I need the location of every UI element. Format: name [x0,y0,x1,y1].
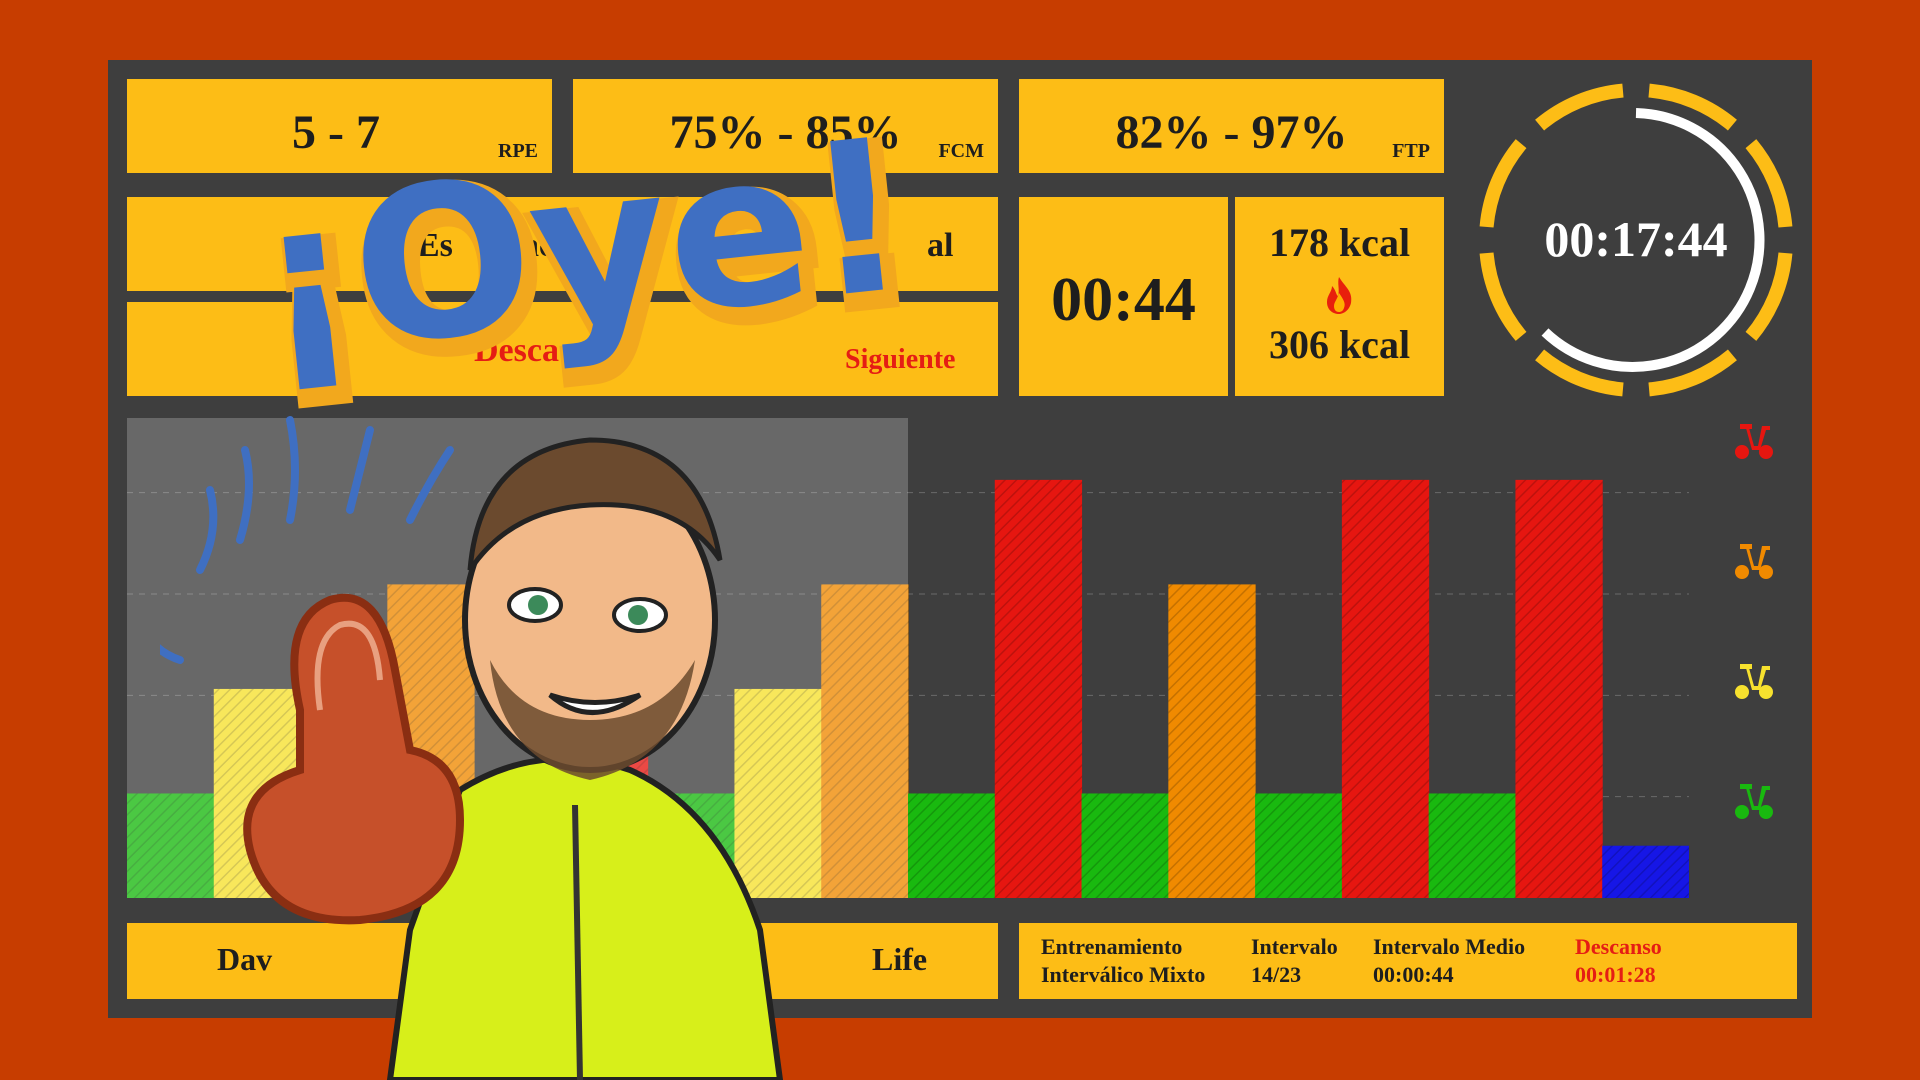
ring-segment [1648,83,1737,131]
interval-timer: 00:44 [1051,266,1196,334]
oye-sticker: ¡Oye! ¡Oye! [244,110,933,420]
next-caption: Siguiente [845,344,956,375]
rpe-panel: 5 - 7 RPE [127,79,552,173]
state-fragment-2: ac [522,227,555,264]
ring-segment [1479,139,1527,228]
avatar-illustration [160,416,784,1080]
workout-type: Entrenamiento Interválico Mixto [1041,933,1205,989]
burst-lines [160,416,454,664]
interval-avg-label: Intervalo Medio [1373,934,1526,959]
chart-bar-hatch [1341,479,1430,898]
chart-bar-hatch [127,793,215,898]
rest-info: Descanso 00:01:28 [1575,933,1662,989]
total-timer: 00:17:44 [1544,211,1727,267]
ring-segment [1745,252,1793,341]
progress-arc [1541,108,1765,372]
zone-legend [1708,418,1798,898]
fcm-value: 75% - 85% [669,106,902,159]
chart-bar-hatch [1081,793,1169,898]
chart-bar-hatch [1515,479,1603,898]
chart-bar-hatch [908,793,996,898]
bike-icon-orange [1735,544,1773,579]
chart-bar-hatch [821,584,909,898]
ftp-value: 82% - 97% [1115,106,1348,159]
chart-bar-hatch [734,688,822,898]
interval-value: 14/23 [1251,962,1302,987]
state-fragment-1: Es [417,227,453,264]
interval-timer-panel: 00:44 [1019,197,1228,396]
timer-ring-graphic: 00:17:44 [1479,83,1793,397]
rest-value: 00:01:28 [1575,962,1656,987]
interval-average: Intervalo Medio 00:00:44 [1373,933,1525,989]
rpe-unit: RPE [498,140,538,162]
chart-bar-hatch [1255,793,1343,898]
ring-segment [1745,139,1793,228]
chart-bar-hatch [1428,793,1516,898]
user-name-left: Dav [217,941,273,977]
interval-count: Intervalo 14/23 [1251,933,1338,989]
fcm-panel: 75% - 85% FCM [573,79,998,173]
ftp-panel: 82% - 97% FTP [1019,79,1444,173]
next-label-end: o [617,332,634,369]
user-name-right: Life [872,941,928,977]
oye-headline: ¡Oye! [246,110,917,404]
next-label: Desca [474,332,559,369]
calories-total: 306 kcal [1268,322,1411,367]
chart-bar-hatch [994,479,1083,898]
ring-segment [1535,349,1624,397]
ftp-unit: FTP [1392,140,1430,162]
workout-info-panel: Entrenamiento Interválico Mixto Interval… [1019,923,1797,999]
ring-segment [1479,252,1527,341]
state-fragment-4: al [927,227,954,264]
bike-icon-green [1735,784,1773,819]
ring-segment [1648,349,1737,397]
total-timer-ring: 00:17:44 [1475,79,1797,401]
rest-label: Descanso [1575,934,1662,959]
rpe-value: 5 - 7 [292,106,380,159]
bike-icon-yellow [1735,664,1773,699]
workout-type-line2: Interválico Mixto [1041,962,1206,987]
bike-icon-red [1735,424,1773,459]
workout-type-line1: Entrenamiento [1041,934,1183,959]
chart-bar-hatch [1168,584,1256,898]
fcm-unit: FCM [938,140,984,162]
current-state-panel: Es ac ie al [127,197,998,291]
calories-panel: 178 kcal 306 kcal [1235,197,1444,396]
ring-segment [1535,83,1624,131]
flame-icon [1327,277,1352,314]
chart-bar-hatch [1602,845,1689,898]
interval-avg-value: 00:00:44 [1373,962,1454,987]
calories-current: 178 kcal [1268,220,1411,265]
state-fragment-3: ie [682,227,707,264]
interval-label: Intervalo [1251,934,1338,959]
next-state-panel: Desca o Siguiente [127,302,998,396]
